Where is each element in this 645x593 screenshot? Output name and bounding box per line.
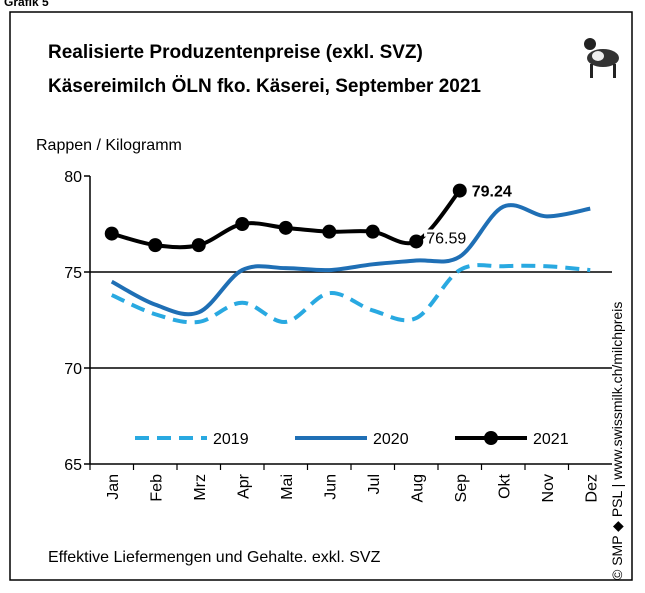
- series-marker: [235, 217, 250, 231]
- series-marker: [409, 234, 424, 249]
- x-tick-label: Nov: [540, 474, 557, 502]
- x-tick-label: Aug: [409, 474, 426, 502]
- x-tick-label: Jun: [322, 474, 339, 500]
- series-marker: [104, 226, 119, 241]
- figure-label: Grafik 5: [4, 0, 49, 9]
- y-tick-label: 75: [64, 265, 82, 282]
- chart-title: Käsereimilch ÖLN fko. Käserei, September…: [48, 76, 481, 97]
- chart-title: Realisierte Produzentenpreise (exkl. SVZ…: [48, 42, 423, 63]
- series-line: [110, 263, 591, 325]
- x-tick-label: Okt: [496, 473, 513, 498]
- y-axis-label: Rappen / Kilogramm: [36, 137, 182, 154]
- x-tick-label: Dez: [583, 474, 600, 502]
- series-marker: [452, 183, 467, 198]
- legend-label: 2019: [213, 431, 249, 448]
- cow-icon: [584, 38, 619, 78]
- x-tick-label: Mrz: [192, 474, 209, 501]
- series-marker: [322, 224, 337, 239]
- source: © SMP ◆ PSL | www.swissmilk.ch/milchprei…: [609, 302, 625, 580]
- series-line: [110, 203, 591, 317]
- x-tick-label: Jan: [105, 474, 122, 500]
- x-tick-label: Mai: [279, 474, 296, 500]
- series-marker: [191, 238, 206, 253]
- series-marker: [365, 224, 380, 239]
- y-tick-label: 70: [64, 361, 82, 378]
- legend-label: 2021: [533, 431, 569, 448]
- series-marker: [278, 220, 293, 235]
- data-label: 79.24: [472, 184, 512, 201]
- x-tick-label: Jul: [366, 474, 383, 494]
- x-tick-label: Sep: [453, 474, 470, 503]
- legend-marker: [484, 431, 498, 445]
- y-tick-label: 80: [64, 169, 82, 186]
- legend-label: 2020: [373, 431, 409, 448]
- footnote: Effektive Liefermengen und Gehalte. exkl…: [48, 549, 381, 566]
- y-tick-label: 65: [64, 457, 82, 474]
- series-marker: [148, 238, 163, 253]
- data-label: 76.59: [426, 230, 466, 247]
- x-tick-label: Apr: [235, 473, 252, 499]
- x-tick-label: Feb: [148, 474, 165, 502]
